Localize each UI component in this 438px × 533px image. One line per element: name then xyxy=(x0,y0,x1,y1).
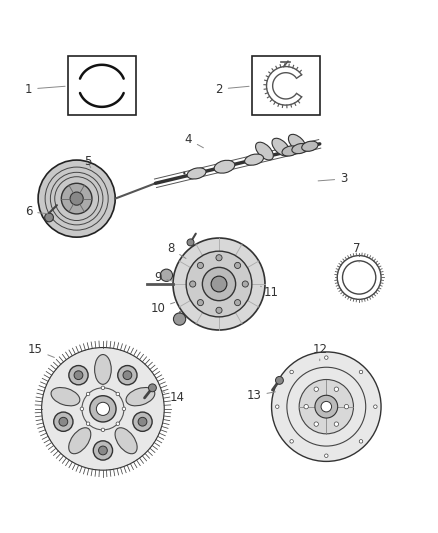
Ellipse shape xyxy=(288,134,306,152)
Circle shape xyxy=(86,422,90,425)
Ellipse shape xyxy=(214,160,235,173)
Ellipse shape xyxy=(187,168,206,179)
Circle shape xyxy=(314,422,318,426)
Circle shape xyxy=(374,405,377,408)
Text: 14: 14 xyxy=(162,391,185,405)
Circle shape xyxy=(118,366,137,385)
Circle shape xyxy=(70,192,83,205)
Circle shape xyxy=(202,268,236,301)
Text: 10: 10 xyxy=(150,302,175,314)
Ellipse shape xyxy=(126,387,155,406)
Circle shape xyxy=(325,454,328,457)
Circle shape xyxy=(133,412,152,431)
Circle shape xyxy=(234,262,240,269)
Circle shape xyxy=(54,412,73,431)
Text: 3: 3 xyxy=(318,172,347,185)
Ellipse shape xyxy=(244,154,264,165)
Circle shape xyxy=(90,395,116,422)
Text: 11: 11 xyxy=(261,286,279,300)
Text: 6: 6 xyxy=(25,205,48,218)
Circle shape xyxy=(272,352,381,462)
Text: 12: 12 xyxy=(312,343,327,361)
Circle shape xyxy=(304,405,308,409)
Circle shape xyxy=(116,422,120,425)
Circle shape xyxy=(321,401,332,412)
Circle shape xyxy=(242,281,248,287)
Ellipse shape xyxy=(302,141,318,151)
Circle shape xyxy=(299,379,353,434)
Bar xyxy=(252,56,320,115)
Circle shape xyxy=(148,384,156,392)
Circle shape xyxy=(96,402,110,415)
Circle shape xyxy=(116,392,120,395)
Bar xyxy=(68,56,136,115)
Circle shape xyxy=(69,366,88,385)
Circle shape xyxy=(216,307,222,313)
Circle shape xyxy=(59,417,68,426)
Text: 7: 7 xyxy=(353,243,361,262)
Ellipse shape xyxy=(272,138,290,156)
Text: 9: 9 xyxy=(154,271,173,284)
Circle shape xyxy=(314,387,318,391)
Circle shape xyxy=(173,238,265,330)
Text: 1: 1 xyxy=(25,83,65,95)
Circle shape xyxy=(123,371,132,379)
Circle shape xyxy=(99,446,107,455)
Circle shape xyxy=(101,386,105,390)
Circle shape xyxy=(80,407,84,410)
Circle shape xyxy=(216,255,222,261)
Circle shape xyxy=(160,269,173,281)
Circle shape xyxy=(315,395,338,418)
Circle shape xyxy=(138,417,147,426)
Circle shape xyxy=(276,376,283,384)
Circle shape xyxy=(344,405,349,409)
Circle shape xyxy=(173,313,186,325)
Ellipse shape xyxy=(115,428,137,454)
Circle shape xyxy=(61,183,92,214)
Circle shape xyxy=(42,348,164,470)
Circle shape xyxy=(359,440,363,443)
Circle shape xyxy=(86,392,90,395)
Ellipse shape xyxy=(51,387,80,406)
Text: 13: 13 xyxy=(247,389,276,402)
Circle shape xyxy=(198,300,204,305)
Circle shape xyxy=(45,213,53,222)
Circle shape xyxy=(93,441,113,460)
Circle shape xyxy=(190,281,196,287)
Circle shape xyxy=(290,440,293,443)
Circle shape xyxy=(334,387,339,391)
Text: 4: 4 xyxy=(184,133,203,148)
Circle shape xyxy=(187,239,194,246)
Circle shape xyxy=(122,407,126,410)
Ellipse shape xyxy=(95,354,111,384)
Circle shape xyxy=(359,370,363,374)
Circle shape xyxy=(101,428,105,432)
Circle shape xyxy=(74,371,83,379)
Circle shape xyxy=(211,276,227,292)
Circle shape xyxy=(334,422,339,426)
Circle shape xyxy=(198,262,204,269)
Text: 2: 2 xyxy=(215,83,249,95)
Circle shape xyxy=(290,370,293,374)
Circle shape xyxy=(234,300,240,305)
Ellipse shape xyxy=(282,146,298,156)
Circle shape xyxy=(38,160,115,237)
Ellipse shape xyxy=(69,428,91,454)
Text: 15: 15 xyxy=(28,343,54,358)
Text: 5: 5 xyxy=(84,155,91,168)
Circle shape xyxy=(325,356,328,359)
Circle shape xyxy=(276,405,279,408)
Circle shape xyxy=(186,251,252,317)
Ellipse shape xyxy=(255,142,273,160)
Ellipse shape xyxy=(292,143,308,154)
Text: 8: 8 xyxy=(167,243,186,259)
